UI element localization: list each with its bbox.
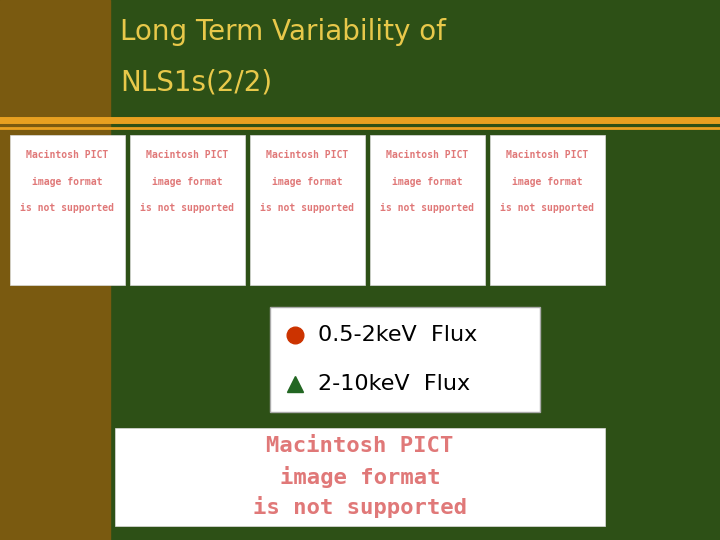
Text: 0.5-2keV  Flux: 0.5-2keV Flux <box>318 325 477 345</box>
Text: Macintosh PICT: Macintosh PICT <box>146 150 229 160</box>
Text: Macintosh PICT: Macintosh PICT <box>266 150 348 160</box>
Bar <box>270 307 540 412</box>
Text: NLS1s(2/2): NLS1s(2/2) <box>120 68 272 96</box>
Bar <box>130 135 245 285</box>
Text: is not supported: is not supported <box>500 203 595 213</box>
Text: Long Term Variability of: Long Term Variability of <box>120 18 446 46</box>
Text: is not supported: is not supported <box>20 203 114 213</box>
Bar <box>250 135 365 285</box>
Bar <box>115 428 605 526</box>
Text: image format: image format <box>512 177 582 187</box>
Text: image format: image format <box>32 177 103 187</box>
Text: Macintosh PICT: Macintosh PICT <box>27 150 109 160</box>
Text: is not supported: is not supported <box>261 203 354 213</box>
Text: image format: image format <box>272 177 343 187</box>
Text: 2-10keV  Flux: 2-10keV Flux <box>318 374 470 394</box>
Text: Macintosh PICT: Macintosh PICT <box>266 436 454 456</box>
Bar <box>370 135 485 285</box>
Bar <box>0 0 110 540</box>
Bar <box>490 135 605 285</box>
Bar <box>10 135 125 285</box>
Text: Macintosh PICT: Macintosh PICT <box>506 150 589 160</box>
Text: is not supported: is not supported <box>380 203 474 213</box>
Text: is not supported: is not supported <box>253 496 467 518</box>
Text: is not supported: is not supported <box>140 203 235 213</box>
Text: image format: image format <box>280 466 440 488</box>
Text: image format: image format <box>392 177 463 187</box>
Text: image format: image format <box>152 177 222 187</box>
Text: Macintosh PICT: Macintosh PICT <box>387 150 469 160</box>
